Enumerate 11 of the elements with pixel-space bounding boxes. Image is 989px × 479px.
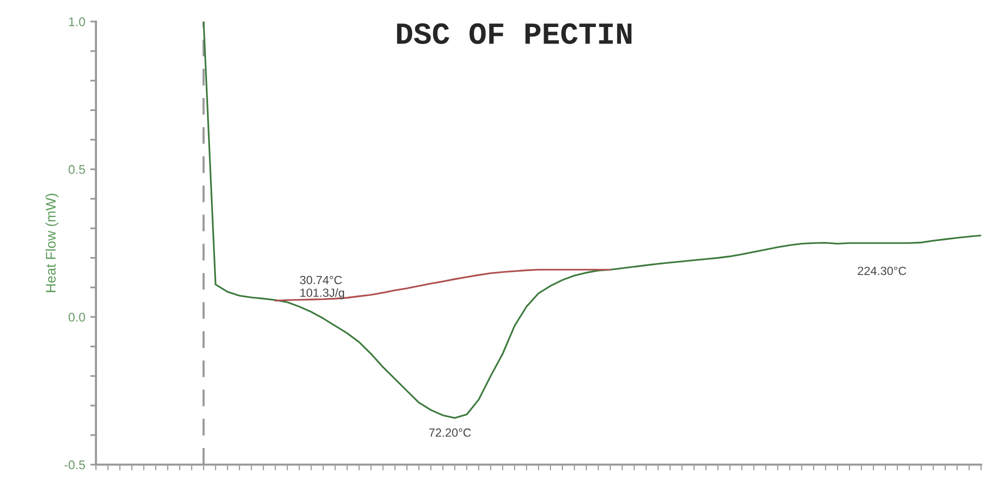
y-tick-label: -0.5: [64, 460, 85, 470]
annotation: 30.74°C 101.3J/g: [300, 276, 344, 300]
y-tick-label: 1.0: [69, 17, 86, 26]
y-tick-label: 0.0: [68, 312, 86, 322]
annotation: 224.30°C: [858, 266, 906, 276]
line-series: [202, 22, 982, 419]
y-axis-title: Heat Flow (mW): [45, 194, 58, 292]
line-series: [274, 268, 612, 302]
annotation: 72.20°C: [429, 428, 471, 437]
chart-title: DSC OF PECTIN: [397, 23, 632, 44]
y-tick-label: 0.5: [68, 165, 85, 174]
